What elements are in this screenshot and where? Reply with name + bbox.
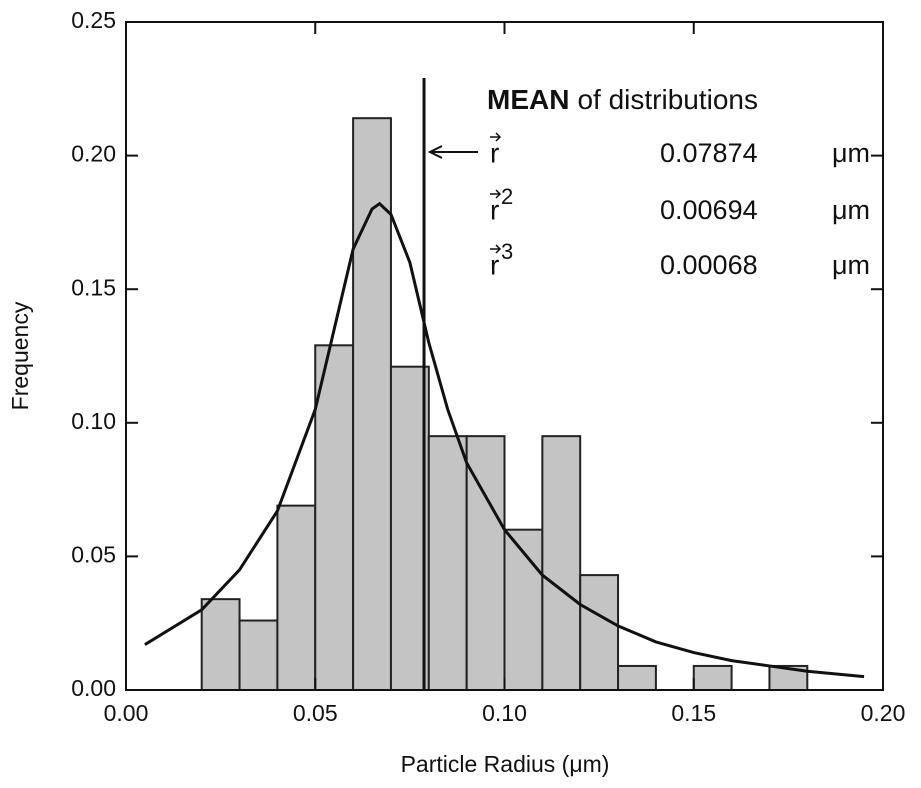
bar [579, 574, 620, 691]
y-axis-label: Frequency [7, 301, 33, 410]
annotation-unit: μm [832, 250, 870, 280]
annotation-title-rest: of distributions [577, 84, 758, 115]
annotation-value: 0.07874 [660, 138, 758, 168]
annotation-value: 0.00068 [660, 250, 758, 280]
annotation-value: 0.00694 [660, 195, 758, 225]
bar [692, 664, 733, 692]
y-tick-label: 0.00 [71, 675, 116, 701]
annotation-symbol: r [490, 137, 499, 168]
y-tick-label: 0.15 [71, 274, 116, 300]
bar [352, 117, 392, 691]
bar [617, 664, 657, 692]
bar [427, 435, 468, 691]
annotation-symbol: r [490, 194, 499, 225]
x-tick-label: 0.20 [861, 700, 906, 726]
x-tick-label: 0.15 [671, 700, 716, 726]
symbol-arrow [490, 189, 502, 199]
y-tick-label: 0.25 [71, 7, 116, 33]
x-tick-label: 0.10 [482, 700, 527, 726]
bar [200, 598, 241, 691]
bar [768, 664, 809, 692]
bar [314, 344, 355, 691]
bar [465, 435, 506, 691]
x-tick-label: 0.05 [293, 700, 338, 726]
bar [238, 619, 279, 692]
annotation-unit: μm [832, 138, 870, 168]
x-tick-label: 0.00 [104, 700, 149, 726]
bar [389, 365, 430, 691]
annotation-power: 2 [501, 184, 513, 209]
bar [541, 435, 582, 691]
y-tick-label: 0.20 [71, 141, 116, 167]
annotation-title-bold: MEAN [487, 84, 569, 115]
annotation-title: MEAN of distributions [487, 84, 758, 115]
mean-arrow [427, 145, 478, 159]
annotation-power: 3 [501, 239, 513, 264]
fit-curve [144, 201, 865, 679]
x-axis-label: Particle Radius (μm) [401, 751, 610, 777]
bar [276, 504, 317, 691]
y-tick-label: 0.10 [71, 408, 116, 434]
annotation-symbol: r [490, 249, 499, 280]
symbol-arrow [490, 244, 502, 254]
annotation-unit: μm [832, 195, 870, 225]
symbol-arrow [490, 132, 502, 142]
y-tick-label: 0.05 [71, 541, 116, 567]
